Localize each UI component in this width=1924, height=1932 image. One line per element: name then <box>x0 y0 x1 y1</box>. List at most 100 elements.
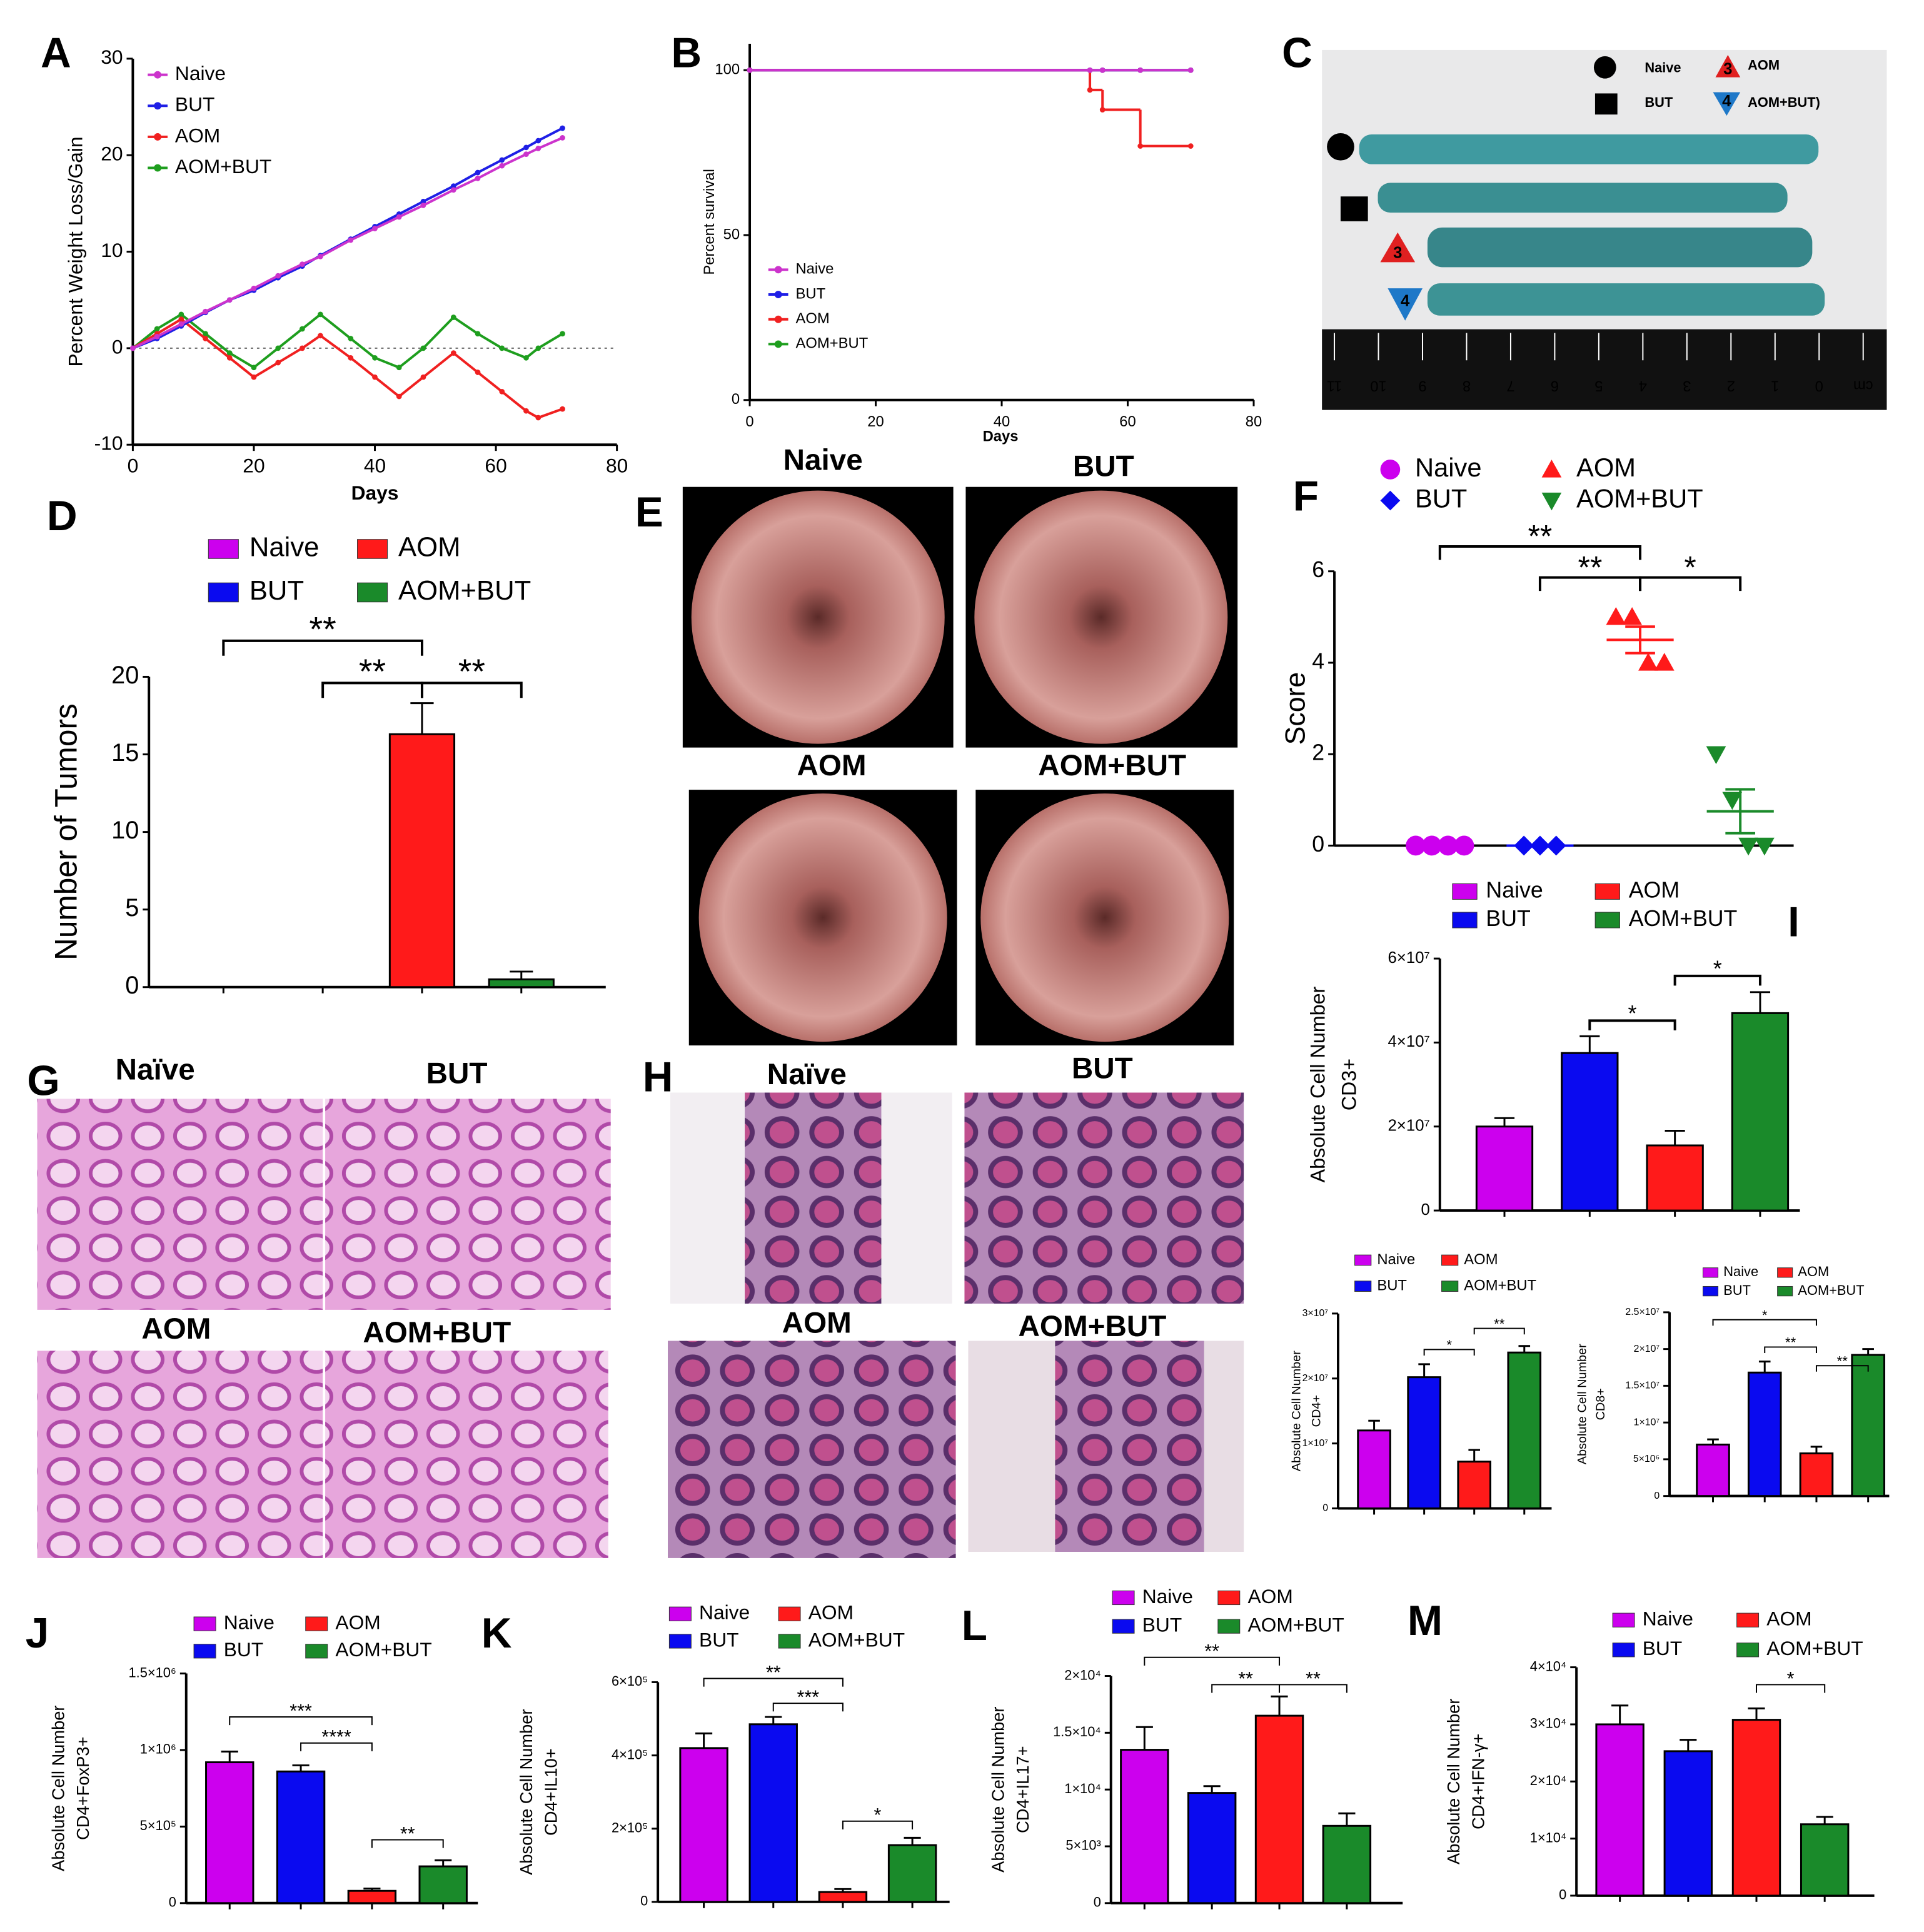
significance-bracket <box>1438 545 1642 560</box>
legend-dot <box>154 71 162 79</box>
legend-label: Naive <box>1142 1585 1193 1607</box>
photo-label: AOM+BUT <box>1019 1310 1167 1343</box>
point <box>226 355 233 361</box>
point <box>154 333 160 340</box>
ruler-label: 2 <box>1727 378 1735 395</box>
legend-label: BUT <box>1377 1277 1407 1294</box>
x-tick-label: 40 <box>364 454 386 476</box>
photo-label: AOM <box>141 1312 211 1346</box>
y-axis-label: Absolute Cell Number <box>1444 1699 1463 1864</box>
point <box>450 350 456 356</box>
bar <box>388 733 456 989</box>
significance-label: ** <box>400 1823 415 1844</box>
y-tick-label: 4×10⁵ <box>612 1746 648 1762</box>
y-tick-label: 0 <box>1421 1201 1430 1219</box>
photo-label: AOM+BUT <box>363 1316 511 1349</box>
y-axis-label: Absolute Cell Number <box>1307 986 1329 1182</box>
significance-label: ** <box>1837 1354 1848 1369</box>
point <box>275 345 281 351</box>
point <box>475 169 481 176</box>
significance-bracket <box>703 1678 844 1687</box>
photo-label: Naïve <box>767 1058 847 1091</box>
bar <box>1799 1452 1834 1497</box>
point <box>348 355 354 361</box>
point <box>560 135 565 141</box>
legend-label: BUT <box>1142 1613 1182 1636</box>
legend-label: BUT <box>1415 484 1467 513</box>
point <box>154 326 160 332</box>
legend-label: Naive <box>224 1611 274 1634</box>
legend-swatch <box>1736 1613 1760 1628</box>
legend-label: AOM+BUT <box>175 155 271 178</box>
y-tick-label: 0 <box>640 1893 648 1909</box>
legend-swatch <box>778 1606 801 1621</box>
y-tick-label: 30 <box>101 46 123 68</box>
x-tick-label: 0 <box>745 413 753 430</box>
panel-letter: C <box>1282 30 1312 77</box>
photo-label: Naive <box>783 444 863 477</box>
legend-label: AOM+BUT <box>398 575 531 606</box>
bar <box>818 1891 868 1903</box>
legend-label: AOM <box>1576 453 1636 482</box>
point <box>747 67 753 73</box>
point <box>1137 67 1144 73</box>
bar <box>1357 1429 1391 1510</box>
point <box>251 374 257 380</box>
ruler-label: cm <box>1853 378 1873 395</box>
legend-label: BUT <box>795 285 825 302</box>
y-tick-label: 1.5×10⁷ <box>1625 1381 1660 1391</box>
legend-label: AOM <box>808 1601 854 1624</box>
legend-label: AOM+BUT <box>1629 906 1738 931</box>
y-tick-label: 5×10³ <box>1065 1838 1101 1853</box>
y-axis-label: Absolute Cell Number <box>516 1709 536 1874</box>
y-tick-label: 5 <box>125 894 139 922</box>
significance-label: *** <box>290 1700 312 1721</box>
y-tick-label: 0 <box>1094 1894 1101 1910</box>
y-tick-label: 5×10⁵ <box>140 1818 176 1833</box>
legend-label: BUT <box>1486 906 1530 931</box>
point <box>178 316 184 322</box>
legend-dot <box>774 315 782 323</box>
legend-label: BUT <box>1643 1637 1683 1659</box>
legend-marker <box>1541 460 1562 478</box>
y-tick-label: 2 <box>1312 740 1324 765</box>
photo-label: Naive <box>1644 59 1681 75</box>
y-tick-label: 3×10⁴ <box>1530 1716 1567 1731</box>
significance-label: ** <box>1204 1641 1219 1662</box>
x-axis-label: Days <box>983 428 1019 445</box>
ruler-label: 11 <box>1327 378 1342 395</box>
legend-label: AOM <box>1629 877 1680 902</box>
bar <box>1457 1461 1492 1510</box>
photo-g <box>37 1099 611 1558</box>
bar <box>887 1844 937 1903</box>
point <box>523 151 529 158</box>
point <box>372 374 378 380</box>
significance-label: ** <box>766 1662 781 1683</box>
y-axis-label: Score <box>1280 672 1311 745</box>
bar <box>1851 1354 1885 1497</box>
legend-swatch <box>1217 1590 1241 1606</box>
significance-bracket <box>1639 576 1742 591</box>
y-tick-label: 2×10⁵ <box>612 1819 648 1835</box>
legend-label: AOM+BUT <box>1247 1613 1344 1636</box>
significance-label: ** <box>1238 1668 1253 1689</box>
photo-label: BUT <box>426 1057 488 1090</box>
legend-label: AOM <box>175 124 220 146</box>
legend-label: BUT <box>1723 1282 1751 1298</box>
y-tick-label: 0 <box>1654 1491 1660 1501</box>
legend-label: AOM+BUT <box>1464 1277 1536 1294</box>
y-tick-label: 6 <box>1312 557 1324 582</box>
significance-bracket <box>1712 1319 1817 1326</box>
significance-bracket <box>1815 1365 1869 1372</box>
legend-label: BUT <box>175 93 215 116</box>
ruler-label: 9 <box>1418 378 1426 395</box>
marker-number: 3 <box>1393 244 1402 261</box>
significance-label: ** <box>1494 1316 1505 1332</box>
bar <box>1561 1052 1619 1212</box>
y-axis-label: Absolute Cell Number <box>988 1706 1007 1872</box>
ruler-label: 4 <box>1639 378 1647 395</box>
y-tick-label: 4 <box>1312 648 1324 673</box>
y-tick-label: 100 <box>715 61 740 78</box>
legend-label: AOM <box>398 532 460 563</box>
